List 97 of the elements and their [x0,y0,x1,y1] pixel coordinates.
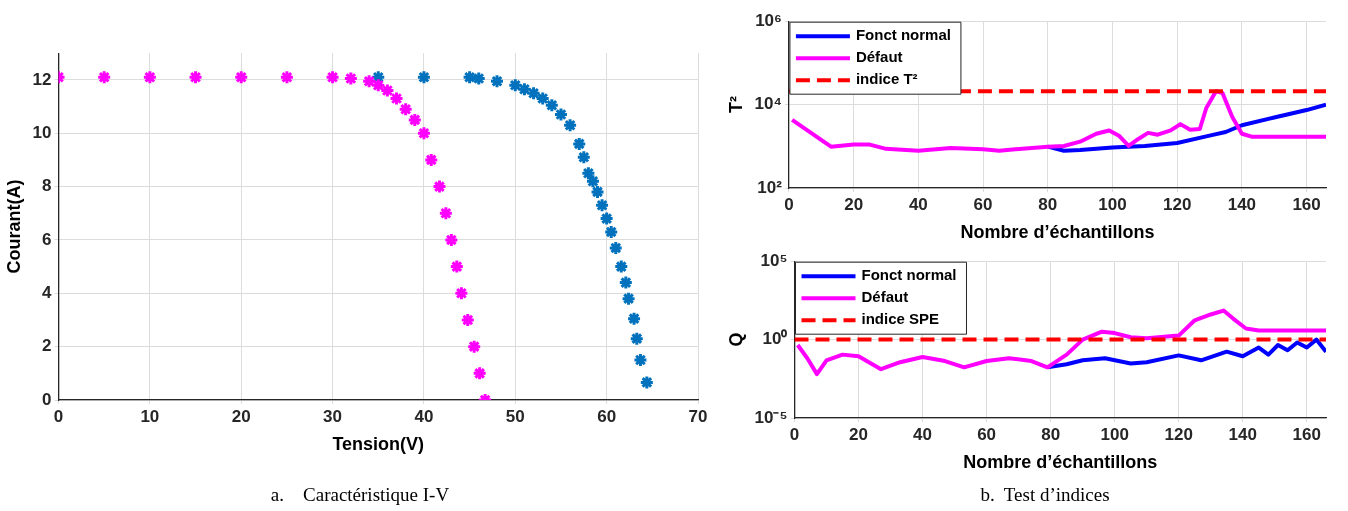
x-axis-title: Nombre d’échantillons [960,222,1155,243]
point [423,152,439,168]
y-tick-label: 10⁰ [762,329,788,349]
y-axis-title: T² [725,96,746,114]
point [472,365,488,381]
point [279,69,295,85]
point [562,117,578,133]
text: a. Caractéristique I-V [269,484,451,506]
point [571,136,587,152]
point [613,259,629,275]
point [526,85,542,101]
point [142,69,158,85]
x-tick-label: 10 [140,406,160,426]
point [594,197,610,213]
x-tick-label: 60 [977,424,997,444]
point [449,259,465,275]
point [233,69,249,85]
x-tick-label: 60 [597,406,617,426]
x-tick-label: 80 [1038,194,1058,214]
point [489,73,505,89]
x-axis-title: Nombre d’échantillons [963,452,1158,473]
x-tick-label: 20 [231,406,251,426]
text: b. Test d’indices [979,484,1111,506]
x-tick-label: 140 [1227,194,1257,214]
point [608,240,624,256]
point [398,101,414,117]
x-tick-label: 80 [1041,424,1061,444]
point [621,291,637,307]
point [576,149,592,165]
y-tick-label: 10⁻⁵ [754,407,788,427]
x-tick-label: 140 [1228,424,1257,444]
x-tick-label: 30 [323,406,343,426]
point [96,69,112,85]
point [632,352,648,368]
point [599,211,615,227]
point [379,83,395,99]
x-tick-label: 120 [1162,194,1192,214]
x-tick-label: 160 [1292,424,1321,444]
y-tick-label: 10 [32,122,52,142]
x-tick-label: 160 [1292,194,1321,214]
ref-line-label: indice T² [855,70,918,88]
point [438,205,454,221]
point [188,69,204,85]
point [516,81,532,97]
point [544,97,560,113]
x-tick-label: 40 [913,424,933,444]
legend-label: Fonct normal [855,26,951,44]
legend-label: Défaut [861,288,909,306]
y-axis-title: Courant(A) [3,179,24,274]
y-tick-label: 10⁶ [755,10,782,30]
x-axis-title: Tension(V) [332,434,425,455]
point [370,77,386,93]
point [626,311,642,327]
x-tick-label: 120 [1164,424,1193,444]
y-tick-label: 8 [42,176,52,196]
y-tick-label: 0 [42,389,52,409]
y-tick-label: 6 [42,229,52,249]
point [325,69,341,85]
legend-label: indice SPE [861,310,940,328]
legend-label: Fonct normal [861,266,957,284]
point [416,125,432,141]
y-tick-label: 10⁴ [754,94,782,114]
point [603,224,619,240]
point [431,179,447,195]
point [553,107,569,123]
x-tick-label: 100 [1100,424,1129,444]
point [507,77,523,93]
point [460,312,476,328]
point [466,339,482,355]
x-tick-label: 60 [973,194,993,214]
y-tick-label: 2 [42,336,52,356]
point [407,112,423,128]
x-tick-label: 100 [1098,194,1127,214]
point [443,232,459,248]
point [389,91,405,107]
y-tick-label: 12 [32,69,52,89]
point [535,91,551,107]
point [343,71,359,87]
x-tick-label: 20 [844,194,864,214]
y-tick-label: 10⁵ [760,250,788,270]
point [618,275,634,291]
y-tick-label: 10² [757,177,783,197]
point [629,331,645,347]
x-tick-label: 40 [908,194,928,214]
y-tick-label: 4 [42,282,53,302]
y-axis-title: Q [725,332,746,347]
point [416,69,432,85]
x-tick-label: 40 [414,406,434,426]
legend-label: Défaut [855,48,903,66]
x-tick-label: 70 [688,406,708,426]
x-tick-label: 50 [505,406,525,426]
point [639,374,655,390]
x-tick-label: 20 [849,424,868,444]
point [590,184,606,200]
point [453,285,469,301]
point [471,71,487,87]
point [361,73,377,89]
